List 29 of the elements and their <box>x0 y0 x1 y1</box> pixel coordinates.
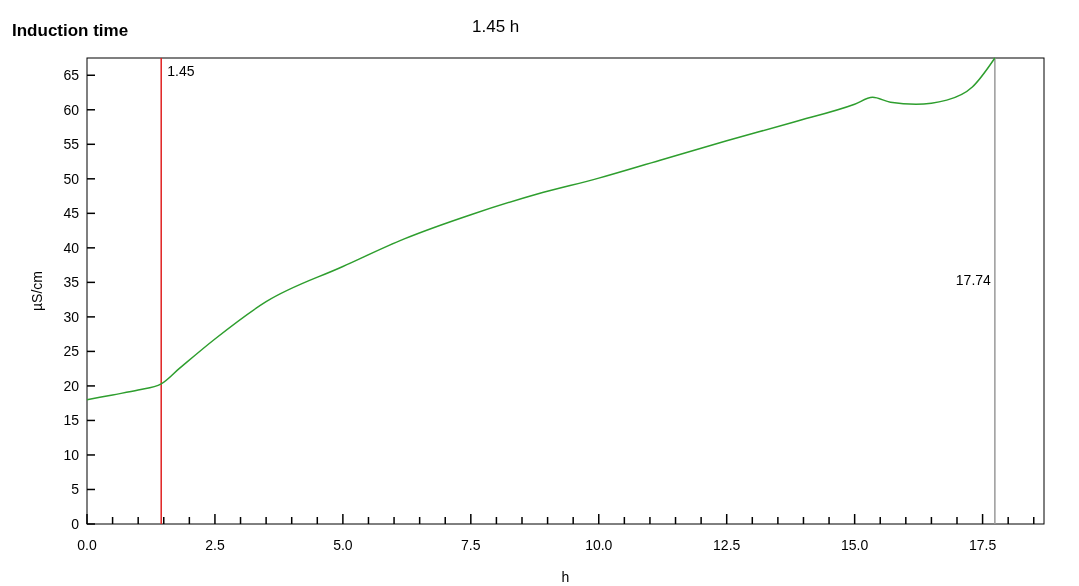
chart-subtitle: 1.45 h <box>472 17 520 36</box>
y-axis-title: µS/cm <box>29 271 45 311</box>
y-tick-label: 55 <box>63 136 80 153</box>
y-tick-label: 5 <box>71 481 80 498</box>
line-series <box>86 57 996 401</box>
x-tick-label: 2.5 <box>205 537 225 553</box>
y-tick-label: 25 <box>63 343 80 360</box>
x-tick-label: 5.0 <box>333 537 353 553</box>
y-tick-label: 40 <box>63 239 80 256</box>
y-tick-label: 0 <box>71 516 80 532</box>
chart-title: Induction time <box>12 21 129 40</box>
y-tick-label: 10 <box>63 446 80 463</box>
x-tick-label: 12.5 <box>713 537 741 553</box>
x-tick-label: 15.0 <box>841 537 869 553</box>
x-tick-label: 0.0 <box>77 537 97 553</box>
y-tick-label: 15 <box>63 412 80 429</box>
y-tick-label: 35 <box>63 274 80 291</box>
y-tick-label: 30 <box>63 308 80 325</box>
x-axis-title: h <box>561 569 570 585</box>
y-tick-label: 45 <box>63 205 80 222</box>
y-tick-label: 20 <box>63 377 80 394</box>
y-tick-label: 65 <box>63 67 80 84</box>
ref-line-label: 17.74 <box>955 272 992 288</box>
y-tick-label: 60 <box>63 101 80 118</box>
ref-line-label: 1.45 <box>167 63 195 79</box>
x-tick-label: 7.5 <box>461 537 481 553</box>
x-tick-label: 17.5 <box>968 537 997 553</box>
x-tick-label: 10.0 <box>585 537 613 553</box>
y-tick-label: 50 <box>63 170 80 187</box>
